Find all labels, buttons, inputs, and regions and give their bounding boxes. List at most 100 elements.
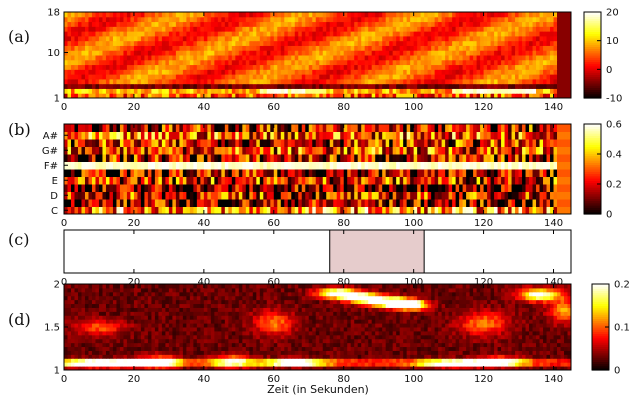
heat-cell [508, 45, 513, 51]
heat-cell [378, 366, 383, 371]
heat-cell [214, 69, 219, 75]
heat-cell [550, 139, 555, 147]
heat-cell [536, 146, 541, 155]
heat-cell [350, 35, 355, 42]
heat-cell [95, 146, 100, 155]
heat-cell [490, 31, 495, 37]
heat-cell [399, 169, 404, 177]
heat-cell [504, 59, 509, 66]
heat-cell [459, 131, 464, 140]
heat-cell [112, 358, 117, 363]
y-tick-label: 10 [47, 48, 60, 59]
heat-cell [256, 26, 261, 32]
heat-cell [532, 366, 537, 371]
heat-cell [182, 154, 187, 162]
heat-cell [557, 12, 562, 18]
heat-cell [175, 12, 180, 18]
heat-cell [308, 74, 313, 80]
heat-cell [497, 206, 502, 215]
heat-cell [308, 131, 313, 140]
heat-cell [553, 199, 558, 207]
heat-cell [235, 146, 240, 155]
heat-cell [427, 199, 432, 207]
heat-cell [130, 124, 135, 132]
heat-cell [140, 161, 145, 170]
heat-cell [109, 83, 114, 89]
heat-cell [126, 358, 131, 363]
heat-cell [420, 40, 425, 46]
colorbar-cell [584, 44, 601, 47]
heat-cell [231, 16, 236, 23]
heat-cell [319, 206, 324, 215]
x-tick-label: 60 [267, 102, 280, 113]
heat-cell [196, 206, 201, 215]
heat-cell [403, 55, 408, 61]
heat-cell [504, 78, 509, 85]
heat-cell [515, 161, 520, 170]
heat-cell [539, 12, 544, 18]
heat-cell [333, 55, 338, 61]
heat-cell [315, 55, 320, 61]
heat-cell [74, 16, 79, 23]
heat-cell [98, 50, 103, 56]
heat-cell [186, 184, 191, 192]
heat-cell [207, 78, 212, 85]
heat-cell [77, 176, 82, 185]
heat-cell [452, 31, 457, 37]
heat-cell [140, 93, 145, 99]
heat-cell [168, 78, 173, 85]
heat-cell [504, 169, 509, 177]
heat-cell [305, 366, 310, 371]
heat-cell [480, 88, 485, 94]
heat-cell [497, 55, 502, 61]
heat-cell [210, 362, 215, 367]
heat-cell [105, 131, 110, 140]
heat-cell [501, 358, 506, 363]
heat-cell [263, 124, 268, 132]
x-axis-a: 0 20 40 60 80 100 120 140 [61, 12, 563, 113]
heat-cell [487, 55, 492, 61]
heat-cell [543, 31, 548, 37]
heat-cell [133, 74, 138, 80]
heat-cell [487, 16, 492, 23]
heat-cell [228, 88, 233, 94]
heat-cell [109, 366, 114, 371]
heat-cell [501, 69, 506, 75]
heat-cell [522, 206, 527, 215]
heat-cell [179, 161, 184, 170]
heat-cell [242, 169, 247, 177]
heat-cell [445, 154, 450, 162]
heat-cell [172, 358, 177, 363]
heat-cell [536, 55, 541, 61]
heat-cell [329, 78, 334, 85]
x-tick-label: 40 [197, 102, 210, 113]
heat-cell [287, 199, 292, 207]
heat-cell [231, 358, 236, 363]
heat-cell [98, 139, 103, 147]
heat-cell [354, 358, 359, 363]
heat-cell [98, 199, 103, 207]
heat-cell [522, 50, 527, 56]
heat-cell [133, 93, 138, 99]
heat-cell [357, 176, 362, 185]
heat-cell [364, 154, 369, 162]
heat-cell [98, 88, 103, 94]
heat-cell [207, 40, 212, 46]
heat-cell [140, 35, 145, 42]
heat-cell [420, 124, 425, 132]
heat-cell [102, 12, 107, 18]
heat-cell [238, 199, 243, 207]
heat-cell [193, 88, 198, 94]
heat-cell [525, 88, 530, 94]
heat-cell [550, 358, 555, 363]
heat-cell [403, 21, 408, 27]
heat-cell [217, 59, 222, 66]
heat-cell [564, 184, 569, 192]
heat-cell [123, 74, 128, 80]
heat-cell [298, 176, 303, 185]
heat-cell [333, 26, 338, 32]
heat-cell [193, 199, 198, 207]
heat-cell [98, 93, 103, 99]
heat-cell [172, 12, 177, 18]
heat-cell [329, 154, 334, 162]
